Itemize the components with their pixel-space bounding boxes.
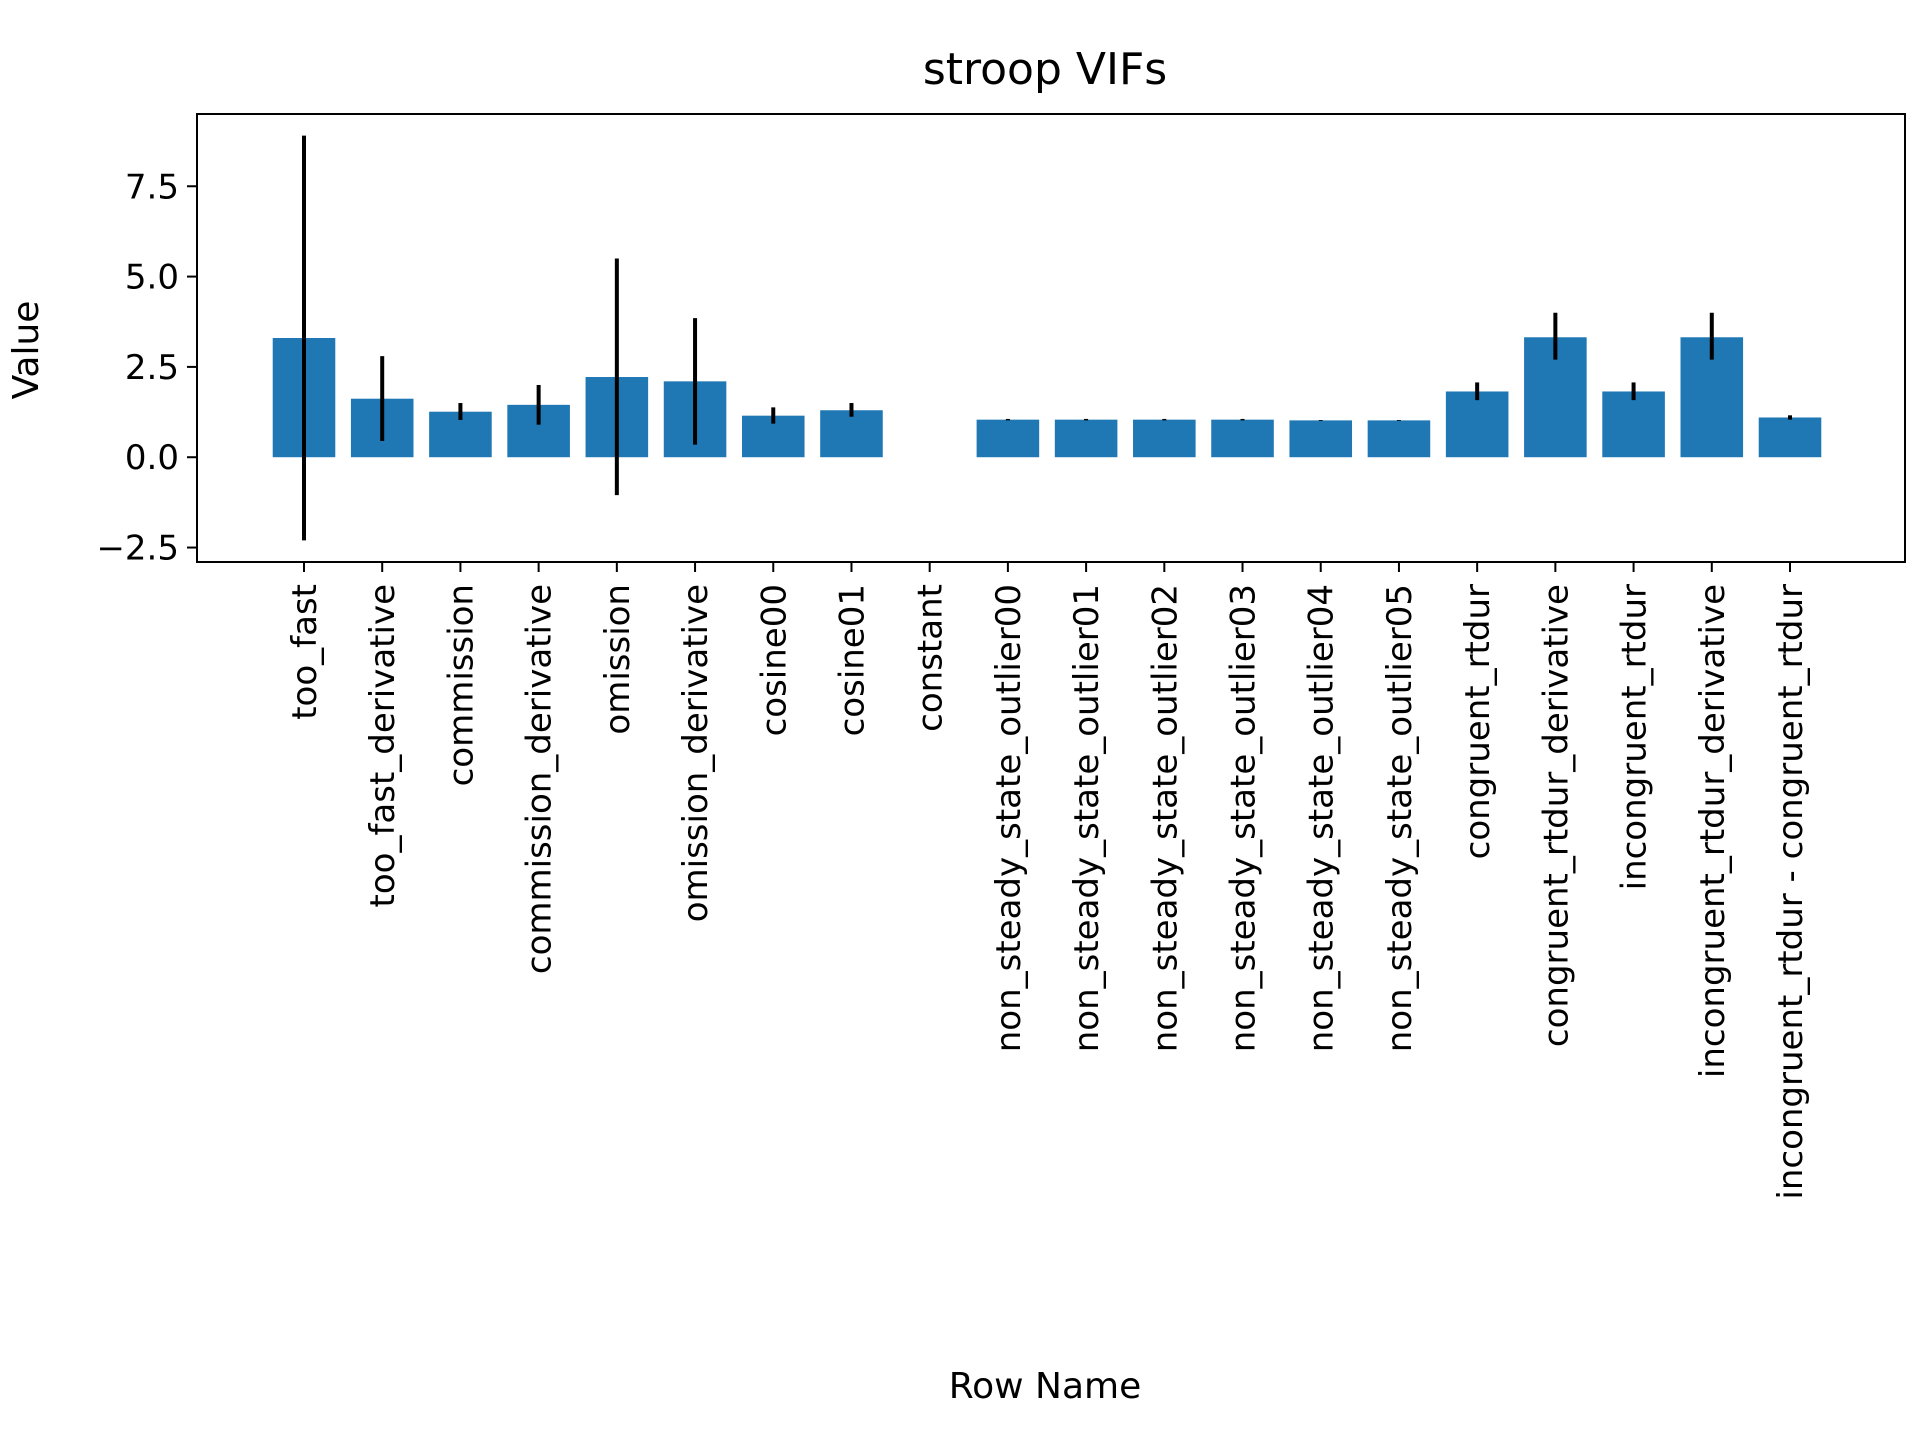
y-tick-label-0: −2.5 (96, 529, 179, 569)
bar-11 (1133, 419, 1196, 458)
x-tick-label-18: incongruent_rtdur_derivative (1693, 584, 1733, 1078)
x-axis-label: Row Name (949, 1366, 1142, 1407)
x-tick-label-12: non_steady_state_outlier03 (1224, 584, 1264, 1052)
x-tick-label-7: cosine01 (832, 584, 872, 736)
x-tick-label-19: incongruent_rtdur - congruent_rtdur (1771, 584, 1811, 1200)
bar-14 (1367, 420, 1431, 458)
y-axis-label: Value (6, 301, 47, 400)
y-tick-label-4: 7.5 (125, 167, 179, 207)
x-tick-label-14: non_steady_state_outlier05 (1380, 584, 1420, 1052)
x-tick-label-17: incongruent_rtdur (1615, 584, 1655, 890)
x-tick-label-9: non_steady_state_outlier00 (989, 584, 1029, 1052)
bar-19 (1758, 417, 1822, 458)
x-tick-label-5: omission_derivative (676, 584, 716, 922)
x-tick-label-3: commission_derivative (520, 584, 560, 974)
plot-area: −2.5 0.0 2.5 5.0 7.5 too_fast too_fast_derivat… (96, 113, 1906, 1200)
bar-12 (1211, 419, 1274, 458)
chart-title: stroop VIFs (923, 44, 1167, 95)
x-tick-label-1: too_fast_derivative (363, 584, 403, 907)
bar-7 (820, 410, 883, 458)
x-tick-label-15: congruent_rtdur (1458, 584, 1498, 859)
x-tick-label-10: non_steady_state_outlier01 (1067, 584, 1107, 1052)
bar-10 (1054, 419, 1118, 458)
x-tick-label-16: congruent_rtdur_derivative (1536, 584, 1576, 1047)
plot-frame (196, 113, 1906, 563)
y-tick-label-3: 5.0 (125, 258, 179, 298)
x-tick-label-8: constant (911, 584, 951, 732)
x-tick-label-6: cosine00 (754, 584, 794, 736)
x-tick-label-2: commission (441, 584, 481, 786)
x-tick-label-0: too_fast (285, 584, 325, 720)
bar-15 (1445, 391, 1509, 458)
bar-17 (1602, 391, 1665, 458)
y-tick-label-2: 2.5 (125, 348, 179, 388)
x-tick-label-4: omission (598, 584, 638, 735)
y-tick-label-1: 0.0 (125, 438, 179, 478)
bar-13 (1289, 420, 1353, 458)
x-tick-label-13: non_steady_state_outlier04 (1302, 584, 1342, 1052)
bar-9 (976, 419, 1040, 458)
x-tick-label-11: non_steady_state_outlier02 (1145, 584, 1185, 1052)
